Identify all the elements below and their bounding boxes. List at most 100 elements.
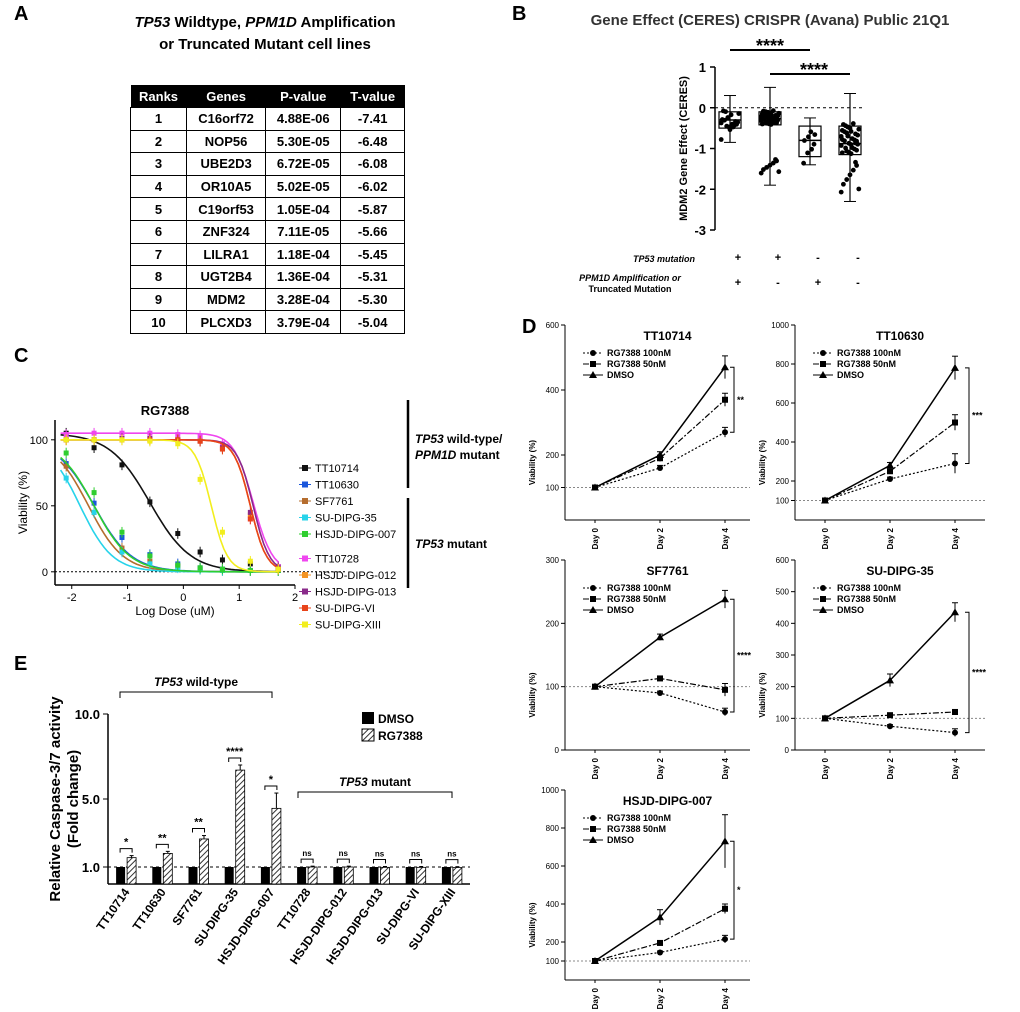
ppm1d-sign: -	[856, 277, 860, 289]
significance-label: **	[737, 395, 745, 405]
data-point	[774, 120, 779, 126]
data-point	[656, 451, 664, 458]
dose-response-curve	[60, 434, 279, 573]
y-tick-label: 800	[776, 360, 790, 369]
y-tick-label: 100	[546, 484, 560, 493]
table-cell: 6	[129, 219, 188, 244]
significance-label: ns	[375, 849, 385, 858]
legend-label: RG7388 50nM	[607, 359, 666, 369]
data-point	[839, 150, 845, 156]
series-line	[822, 453, 958, 504]
bar-group: * TT10714	[94, 837, 137, 933]
x-tick-label: -2	[67, 592, 77, 604]
panel-b-boxplot: Gene Effect (CERES) CRISPR (Avana) Publi…	[579, 12, 949, 294]
x-tick-label: Day 0	[591, 757, 600, 779]
subchart-title: HSJD-DIPG-007	[623, 794, 713, 808]
series-line	[821, 355, 959, 504]
data-point	[119, 529, 125, 535]
y-axis-label: Viability (%)	[528, 672, 537, 718]
data-point	[725, 115, 731, 120]
legend-marker	[820, 585, 826, 591]
x-tick-label: Day 2	[886, 527, 895, 549]
legend-marker-rg7388	[361, 728, 375, 742]
data-point	[722, 686, 728, 693]
significance-label: **	[194, 817, 203, 829]
legend-label: SU-DIPG-35	[315, 513, 377, 525]
legend-marker-dmso	[362, 712, 374, 724]
table-cell: 4	[129, 174, 188, 199]
series-line	[591, 589, 729, 690]
table-header-row: Ranks Genes P-value T-value	[130, 85, 405, 108]
data-point	[812, 132, 818, 137]
table-cell: -6.08	[340, 152, 405, 176]
data-point	[119, 437, 125, 443]
x-axis-label: Log Dose (uM)	[135, 604, 214, 618]
x-tick-label: Day 2	[656, 527, 665, 549]
table-row: 2 NOP56 5.30E-05 -6.48	[129, 129, 405, 154]
legend-label: RG7388 50nM	[607, 824, 666, 834]
y-axis-label: Viability (%)	[758, 440, 767, 486]
bar-rg7388	[307, 866, 318, 885]
data-point	[722, 429, 728, 436]
series-sf7761	[59, 460, 281, 576]
group-label-wild: TP53 wild-type	[154, 675, 238, 689]
x-tick-label: Day 4	[951, 527, 960, 549]
bar-dmso	[188, 867, 198, 884]
data-point	[219, 446, 225, 452]
legend-marker	[589, 606, 597, 613]
legend-label: HSJD-DIPG-013	[315, 587, 396, 599]
y-tick-label: 200	[546, 938, 560, 947]
data-point	[147, 438, 153, 444]
group-gene: TP53	[154, 675, 183, 689]
data-point	[63, 450, 69, 456]
table-cell: 3.79E-04	[265, 310, 342, 334]
data-point	[856, 186, 862, 192]
data-point	[657, 675, 663, 682]
data-point	[197, 565, 203, 571]
x-tick-label: Day 4	[721, 527, 730, 549]
data-point	[91, 430, 97, 436]
bar-rg7388	[416, 866, 427, 885]
table-cell: 1	[129, 107, 188, 131]
data-point	[887, 723, 893, 730]
table-cell: 6.72E-05	[265, 152, 342, 176]
table-row: 3 UBE2D3 6.72E-05 -6.08	[129, 152, 405, 176]
bar-rg7388	[271, 807, 282, 885]
data-point	[951, 608, 959, 616]
legend-label: RG7388 100nM	[607, 348, 671, 358]
y-tick-label: 1	[699, 60, 706, 75]
series-line	[592, 392, 728, 491]
legend-marker	[590, 596, 596, 602]
data-point	[657, 465, 663, 471]
y-tick-label: 1000	[541, 786, 559, 795]
data-point	[591, 682, 599, 690]
x-tick-label: SF7761	[169, 885, 205, 928]
table-cell: -5.31	[340, 265, 405, 289]
series-line	[822, 414, 958, 504]
ppm1d-sign: -	[776, 277, 780, 289]
y-axis-label: Viability (%)	[528, 902, 537, 948]
y-tick-label: 200	[546, 619, 560, 628]
bar-rg7388	[452, 867, 463, 885]
significance-bracket	[300, 858, 314, 864]
data-point	[855, 132, 861, 138]
legend-marker	[820, 361, 826, 367]
legend-label: RG7388 100nM	[837, 348, 901, 358]
y-tick-label: 0	[785, 746, 790, 755]
panel-a-title-part: Wildtype,	[170, 14, 246, 31]
bar-rg7388	[162, 852, 173, 885]
group-text: mutant	[444, 537, 487, 551]
data-point	[657, 939, 663, 946]
row-label-ppm1d-2: Truncated Mutation	[589, 284, 672, 294]
legend-marker	[819, 371, 827, 378]
y-axis-label: Viability (%)	[758, 672, 767, 718]
table-cell: MDM2	[186, 287, 267, 312]
table-cell: 1.36E-04	[265, 265, 342, 289]
table-cell: -6.48	[340, 129, 405, 154]
legend-label: DMSO	[607, 605, 634, 615]
y-tick-label: 200	[776, 683, 790, 692]
data-point	[722, 709, 728, 715]
table-cell: C16orf72	[186, 107, 267, 131]
x-tick-label: TT10714	[94, 885, 133, 933]
bar-rg7388	[343, 866, 354, 885]
